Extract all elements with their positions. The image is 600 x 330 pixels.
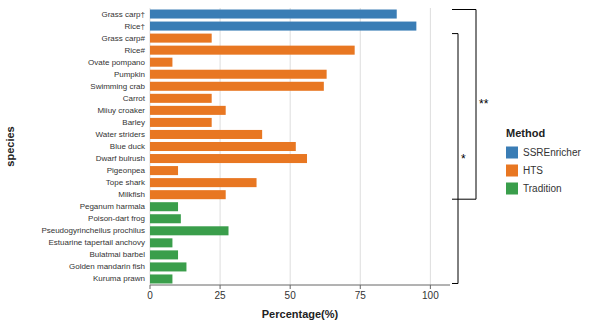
- bar: Golden mandarin fish: 13: [150, 262, 186, 271]
- annotations: ***: [452, 10, 489, 284]
- category-label: Miiuy croaker: [97, 106, 145, 115]
- category-label: Pumpkin: [114, 70, 145, 79]
- bar: Blue duck: 52: [150, 142, 296, 151]
- category-label: Poison-dart frog: [88, 214, 145, 223]
- legend: Method SSREnricher HTS Tradition: [506, 127, 581, 195]
- y-axis: Grass carp† Rice† Grass carp# Rice# Ovate po…: [41, 10, 146, 284]
- category-label: Tope shark: [106, 178, 146, 187]
- bar: Rice†: 95: [150, 22, 416, 31]
- x-axis-title: Percentage(%): [262, 308, 339, 320]
- legend-swatch: [506, 147, 518, 159]
- tick-label: 100: [422, 290, 439, 301]
- tick-mark: [430, 285, 431, 289]
- bar: Estuarine tapertail anchovy: 8: [150, 238, 172, 247]
- legend-swatch: [506, 165, 518, 177]
- category-label: Swimming crab: [90, 82, 145, 91]
- grid-line: [430, 8, 431, 285]
- bar: Miiuy croaker: 27: [150, 106, 226, 115]
- bar: Pumpkin: 63: [150, 70, 327, 79]
- chart: 0255075100Grass carp†: 88Rice†: 95Grass …: [0, 0, 600, 330]
- category-label: Estuarine tapertail anchovy: [49, 238, 146, 247]
- bar: Barley: 22: [150, 118, 212, 127]
- tick-label: 25: [215, 290, 227, 301]
- bar: Kuruma prawn: 8: [150, 274, 172, 283]
- significance-bracket: [452, 34, 458, 284]
- category-label: Pseudogyrincheilus prochilus: [41, 226, 145, 235]
- significance-label: **: [479, 97, 489, 111]
- tick-label: 75: [355, 290, 367, 301]
- legend-title: Method: [506, 127, 545, 139]
- category-label: Bulatmai barbel: [89, 250, 145, 259]
- tick-mark: [220, 285, 221, 289]
- bar: Carrot: 22: [150, 94, 212, 103]
- bar: Milkfish: 27: [150, 190, 226, 199]
- bar: Bulatmai barbel: 10: [150, 250, 178, 259]
- grid-line: [360, 8, 361, 285]
- legend-label: SSREnricher: [523, 147, 581, 158]
- y-axis-title: species: [4, 126, 16, 166]
- tick-label: 50: [285, 290, 297, 301]
- category-label: Rice#: [125, 46, 146, 55]
- tick-mark: [360, 285, 361, 289]
- category-label: Kuruma prawn: [93, 274, 145, 283]
- category-label: Grass carp†: [101, 10, 145, 19]
- bars: Grass carp†: 88 Rice†: 95 Grass carp#: 22 R…: [150, 10, 416, 284]
- category-label: Milkfish: [118, 190, 145, 199]
- bar: Rice#: 73: [150, 46, 355, 55]
- bar: Tope shark: 38: [150, 178, 257, 187]
- category-label: Blue duck: [110, 142, 146, 151]
- legend-swatch: [506, 183, 518, 195]
- axis-line: [150, 285, 450, 286]
- bar: Dwarf bulrush: 56: [150, 154, 307, 163]
- tick-label: 0: [147, 290, 153, 301]
- bar: Grass carp#: 22: [150, 34, 212, 43]
- bar: Poison-dart frog: 11: [150, 214, 181, 223]
- bar: Grass carp†: 88: [150, 10, 397, 19]
- category-label: Barley: [122, 118, 145, 127]
- category-label: Dwarf bulrush: [96, 154, 145, 163]
- significance-bracket: [452, 10, 476, 200]
- legend-label: Tradition: [523, 183, 562, 194]
- grid: [150, 8, 430, 285]
- significance-label: *: [461, 152, 466, 166]
- bar: Water striders: 40: [150, 130, 262, 139]
- x-axis: 0 25 50 75 100: [147, 285, 450, 301]
- category-label: Peganum harmala: [80, 202, 146, 211]
- category-label: Grass carp#: [101, 34, 145, 43]
- category-label: Water striders: [96, 130, 146, 139]
- tick-mark: [150, 285, 151, 289]
- tick-mark: [290, 285, 291, 289]
- category-label: Rice†: [125, 22, 145, 31]
- category-label: Ovate pompano: [88, 58, 145, 67]
- bar: Peganum harmala: 10: [150, 202, 178, 211]
- bar: Ovate pompano: 8: [150, 58, 172, 67]
- bar: Pigeonpea: 10: [150, 166, 178, 175]
- category-label: Pigeonpea: [107, 166, 146, 175]
- bar: Swimming crab: 62: [150, 82, 324, 91]
- category-label: Golden mandarin fish: [69, 262, 145, 271]
- category-label: Carrot: [123, 94, 146, 103]
- bar: Pseudogyrincheilus prochilus: 28: [150, 226, 229, 235]
- legend-label: HTS: [523, 165, 543, 176]
